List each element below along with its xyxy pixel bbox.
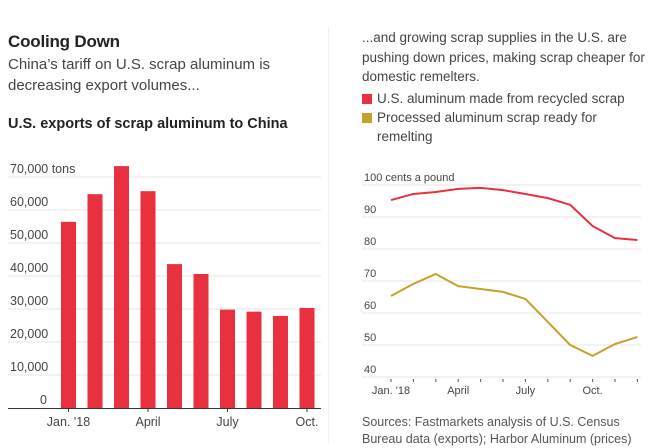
bar — [167, 264, 182, 408]
right-subtitle: ...and growing scrap supplies in the U.S… — [362, 30, 645, 84]
y-tick-label: 30,000 — [10, 294, 48, 308]
y-tick-label: 100 cents a pound — [364, 172, 455, 184]
x-tick-label: July — [516, 385, 536, 397]
bar — [220, 309, 235, 408]
bar — [140, 191, 156, 408]
y-tick-label: 90 — [364, 204, 376, 216]
legend-item-recycled: U.S. aluminum made from recycled scrap — [362, 89, 647, 108]
y-tick-label: 60,000 — [10, 195, 48, 209]
x-tick-label: July — [216, 415, 239, 429]
line-chart: 40 50 60 70 80 90 100 cents a pound Jan. '18 Apr… — [362, 172, 641, 397]
legend-swatch-gold — [362, 113, 372, 123]
bar — [114, 166, 129, 408]
x-tick-label: April — [447, 385, 469, 397]
legend-label: Processed aluminum scrap ready for remel… — [377, 110, 597, 144]
legend-label: U.S. aluminum made from recycled scrap — [377, 91, 625, 106]
bar — [273, 315, 288, 408]
x-tick-label: Oct. — [583, 385, 603, 397]
legend: U.S. aluminum made from recycled scrap P… — [362, 89, 647, 146]
series-line-recycled-scrap — [390, 186, 638, 242]
y-tick-label: 40,000 — [10, 261, 48, 275]
bar — [193, 274, 209, 408]
x-tick-label: Jan. '18 — [47, 415, 90, 429]
x-tick-label: April — [135, 415, 160, 429]
y-tick-label: 70,000 tons — [10, 162, 75, 176]
y-tick-label: 40 — [364, 364, 376, 376]
y-tick-label: 50,000 — [10, 228, 48, 242]
bar — [61, 221, 76, 408]
bar — [87, 194, 103, 408]
y-tick-label: 0 — [40, 393, 47, 407]
legend-item-processed: Processed aluminum scrap ready for remel… — [362, 108, 647, 146]
x-tick-label: Oct. — [296, 415, 319, 429]
sources-note: Sources: Fastmarkets analysis of U.S. Ce… — [362, 415, 632, 446]
y-tick-label: 20,000 — [10, 327, 48, 341]
bar — [299, 308, 315, 408]
page-title: Cooling Down — [8, 32, 120, 51]
y-tick-label: 50 — [364, 332, 376, 344]
y-tick-label: 70 — [364, 268, 376, 280]
series-line-processed-scrap — [390, 272, 638, 357]
bar — [246, 311, 262, 408]
panel-divider — [328, 28, 329, 443]
bar-chart-title: U.S. exports of scrap aluminum to China — [8, 116, 288, 132]
y-tick-label: 80 — [364, 236, 376, 248]
bar-chart: 0 10,000 20,000 30,000 40,000 50,000 60,000 70,… — [8, 162, 321, 429]
left-subtitle: China’s tariff on U.S. scrap aluminum is… — [8, 56, 271, 94]
legend-swatch-red — [362, 94, 372, 104]
x-tick-label: Jan. '18 — [372, 385, 410, 397]
y-tick-label: 10,000 — [10, 360, 48, 374]
y-tick-label: 60 — [364, 300, 376, 312]
